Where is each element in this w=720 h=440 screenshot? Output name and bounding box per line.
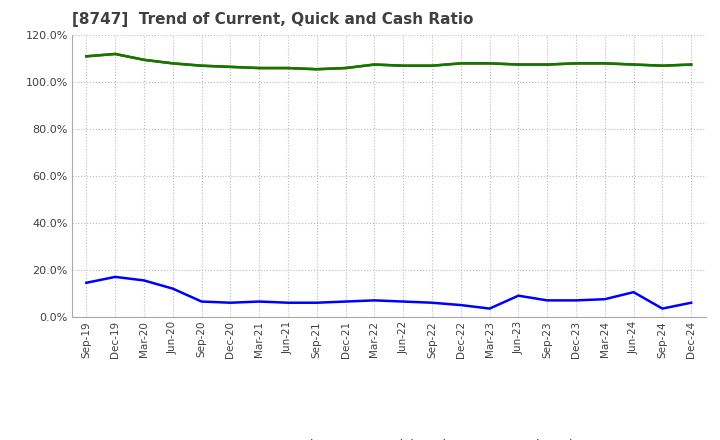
Current Ratio [111,51,120,57]
Cash Ratio [168,286,177,291]
Cash Ratio [312,300,321,305]
Quick Ratio [543,62,552,67]
Current Ratio [255,66,264,71]
Line: Quick Ratio: Quick Ratio [86,54,691,69]
Cash Ratio [428,300,436,305]
Quick Ratio [514,62,523,67]
Current Ratio [658,63,667,68]
Cash Ratio [140,278,148,283]
Current Ratio [399,63,408,68]
Current Ratio [370,62,379,67]
Quick Ratio [600,61,609,66]
Text: [8747]  Trend of Current, Quick and Cash Ratio: [8747] Trend of Current, Quick and Cash … [72,12,473,27]
Cash Ratio [485,306,494,311]
Quick Ratio [255,66,264,71]
Current Ratio [543,62,552,67]
Cash Ratio [600,297,609,302]
Current Ratio [456,61,465,66]
Cash Ratio [284,300,292,305]
Quick Ratio [168,61,177,66]
Quick Ratio [140,57,148,62]
Cash Ratio [255,299,264,304]
Cash Ratio [687,300,696,305]
Current Ratio [284,66,292,71]
Current Ratio [82,54,91,59]
Cash Ratio [341,299,350,304]
Current Ratio [226,64,235,70]
Cash Ratio [658,306,667,311]
Current Ratio [312,66,321,72]
Cash Ratio [111,274,120,279]
Cash Ratio [514,293,523,298]
Quick Ratio [428,63,436,68]
Cash Ratio [370,298,379,303]
Current Ratio [341,66,350,71]
Quick Ratio [284,66,292,71]
Quick Ratio [370,62,379,67]
Quick Ratio [658,63,667,68]
Cash Ratio [629,290,638,295]
Cash Ratio [82,280,91,286]
Quick Ratio [312,66,321,72]
Cash Ratio [399,299,408,304]
Current Ratio [140,57,148,62]
Quick Ratio [572,61,580,66]
Current Ratio [485,61,494,66]
Line: Current Ratio: Current Ratio [86,54,691,69]
Cash Ratio [197,299,206,304]
Cash Ratio [226,300,235,305]
Quick Ratio [456,61,465,66]
Cash Ratio [543,298,552,303]
Current Ratio [197,63,206,68]
Current Ratio [428,63,436,68]
Cash Ratio [572,298,580,303]
Quick Ratio [485,61,494,66]
Quick Ratio [197,63,206,68]
Quick Ratio [399,63,408,68]
Current Ratio [572,61,580,66]
Current Ratio [514,62,523,67]
Quick Ratio [226,64,235,70]
Current Ratio [687,62,696,67]
Current Ratio [629,62,638,67]
Quick Ratio [111,51,120,57]
Current Ratio [168,61,177,66]
Legend: Current Ratio, Quick Ratio, Cash Ratio: Current Ratio, Quick Ratio, Cash Ratio [192,434,585,440]
Quick Ratio [687,62,696,67]
Quick Ratio [341,66,350,71]
Quick Ratio [629,62,638,67]
Quick Ratio [82,54,91,59]
Cash Ratio [456,302,465,308]
Line: Cash Ratio: Cash Ratio [86,277,691,308]
Current Ratio [600,61,609,66]
